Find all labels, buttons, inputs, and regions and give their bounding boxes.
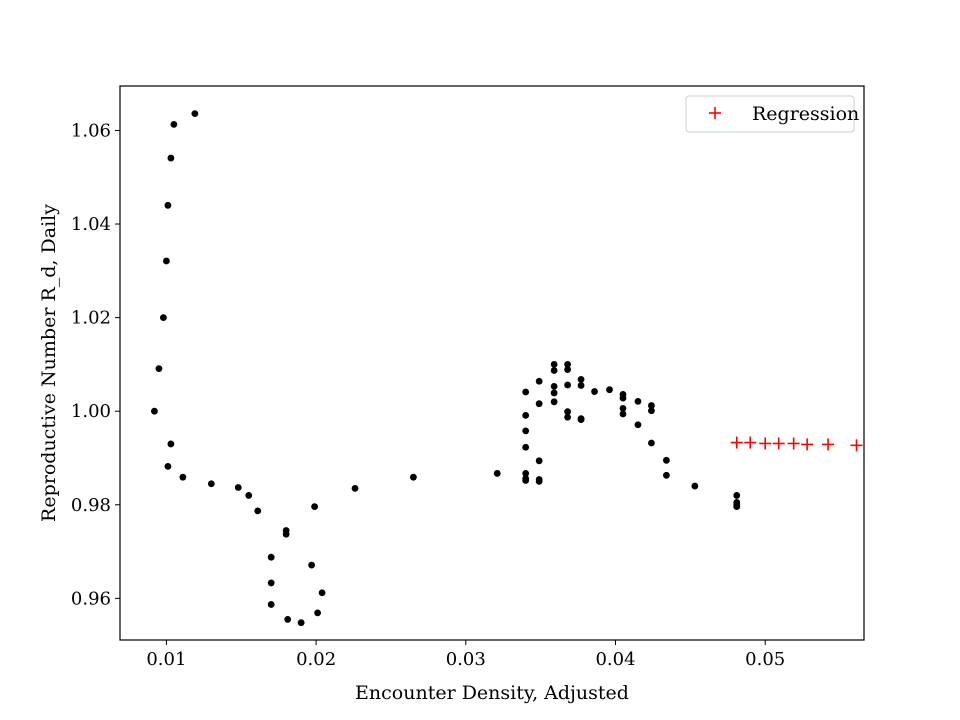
data-point: [564, 408, 571, 416]
y-tick-label: 0.96: [71, 588, 111, 609]
data-point: [550, 367, 558, 374]
data-point: [550, 389, 558, 397]
data-point: [155, 365, 163, 373]
regression-point: [759, 437, 772, 450]
data-point: [167, 154, 175, 162]
data-point: [634, 421, 642, 429]
data-point: [733, 492, 741, 499]
data-point: [691, 482, 699, 490]
data-point: [535, 377, 543, 385]
y-tick-label: 1.00: [71, 401, 111, 422]
data-point: [550, 361, 558, 368]
data-point: [267, 579, 275, 587]
data-point: [564, 361, 571, 368]
data-point: [267, 601, 275, 608]
data-point: [522, 388, 530, 396]
data-point: [648, 402, 655, 409]
data-point: [606, 386, 613, 394]
data-point: [311, 503, 319, 511]
data-point: [648, 407, 655, 415]
y-tick-label: 1.06: [71, 120, 111, 141]
regression-point: [822, 438, 835, 451]
regression-point: [730, 436, 743, 449]
data-point: [591, 388, 598, 395]
plot-background: [120, 86, 864, 640]
data-point: [267, 553, 275, 561]
data-point: [619, 394, 627, 402]
data-point: [662, 471, 670, 479]
data-point: [662, 456, 670, 464]
data-marks: [151, 110, 863, 627]
data-point: [493, 470, 501, 477]
y-tick-label: 1.04: [71, 214, 111, 235]
y-axis-label: Reproductive Number R_d, Daily: [38, 204, 60, 522]
x-tick-label: 0.04: [595, 649, 635, 670]
data-point: [167, 440, 175, 448]
data-point: [207, 480, 215, 488]
data-point: [164, 201, 172, 209]
data-point: [535, 400, 543, 408]
regression-point: [787, 437, 800, 450]
x-axis-label: Encounter Density, Adjusted: [355, 682, 629, 704]
data-point: [284, 616, 292, 623]
regression-point: [801, 438, 814, 451]
data-point: [577, 375, 585, 383]
data-point: [648, 439, 655, 447]
data-point: [577, 416, 585, 424]
data-point: [191, 110, 199, 118]
data-point: [733, 503, 741, 511]
data-point: [619, 404, 627, 412]
y-tick-label: 1.02: [71, 308, 111, 329]
data-point: [314, 609, 322, 617]
data-point: [164, 463, 172, 470]
data-point: [318, 589, 326, 597]
regression-point: [772, 437, 785, 450]
data-point: [535, 477, 543, 485]
data-point: [535, 457, 543, 465]
data-point: [522, 427, 530, 435]
data-point: [160, 314, 167, 322]
x-tick-label: 0.02: [296, 649, 336, 670]
data-point: [634, 397, 642, 405]
data-point: [234, 484, 242, 491]
data-point: [297, 619, 305, 627]
y-axis-ticks: 0.96 0.98 1.00 1.02 1.04 1.06: [71, 120, 120, 609]
data-point: [564, 413, 571, 421]
data-point: [308, 561, 316, 569]
data-point: [564, 366, 571, 373]
data-point: [282, 530, 290, 538]
data-point: [577, 382, 585, 389]
legend-label-regression: Regression: [752, 103, 859, 125]
x-tick-label: 0.03: [446, 649, 486, 670]
data-point: [564, 381, 571, 389]
regression-point: [744, 436, 757, 449]
data-point: [522, 412, 530, 419]
data-point: [170, 120, 178, 128]
data-point: [550, 382, 558, 390]
legend: Regression: [685, 95, 859, 133]
x-tick-label: 0.05: [745, 649, 785, 670]
data-point: [522, 477, 530, 484]
regression-point: [850, 439, 863, 452]
data-point: [151, 407, 158, 415]
legend-box: [685, 95, 855, 133]
plot-frame: [119, 85, 865, 641]
y-tick-label: 0.98: [71, 495, 111, 516]
data-point: [179, 473, 187, 481]
data-point: [245, 492, 253, 499]
data-point: [410, 473, 417, 481]
data-point: [163, 257, 170, 265]
data-point: [619, 410, 627, 418]
data-point: [522, 443, 530, 451]
data-point: [351, 484, 359, 492]
legend-marker-regression: [709, 107, 721, 119]
x-tick-label: 0.01: [146, 649, 186, 670]
data-point: [550, 398, 558, 406]
data-point: [254, 507, 262, 515]
data-point: [522, 470, 530, 477]
x-axis-ticks: 0.01 0.02 0.03 0.04 0.05: [146, 640, 785, 670]
